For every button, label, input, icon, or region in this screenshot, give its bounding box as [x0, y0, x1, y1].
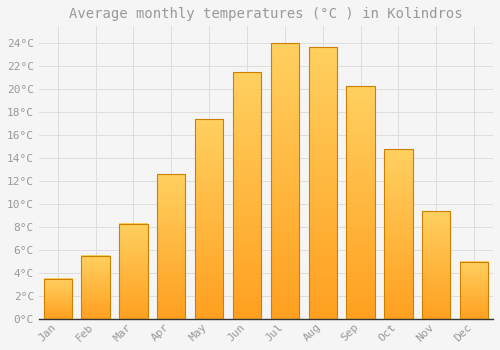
Bar — [384, 149, 412, 319]
Bar — [44, 279, 72, 319]
Bar — [157, 174, 186, 319]
Bar — [270, 43, 299, 319]
Bar — [460, 261, 488, 319]
Bar — [346, 86, 375, 319]
Bar — [233, 72, 261, 319]
Bar — [308, 47, 337, 319]
Bar — [82, 256, 110, 319]
Bar — [195, 119, 224, 319]
Bar — [119, 224, 148, 319]
Bar — [422, 211, 450, 319]
Title: Average monthly temperatures (°C ) in Kolindros: Average monthly temperatures (°C ) in Ko… — [69, 7, 462, 21]
